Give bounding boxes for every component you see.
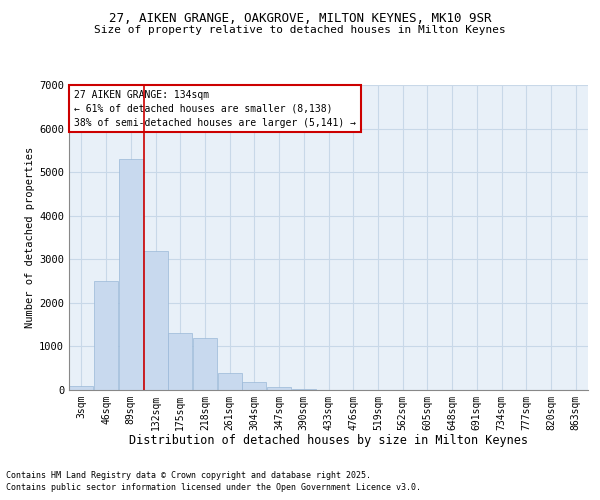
Text: 27 AIKEN GRANGE: 134sqm
← 61% of detached houses are smaller (8,138)
38% of semi: 27 AIKEN GRANGE: 134sqm ← 61% of detache…: [74, 90, 356, 128]
Bar: [69, 386, 94, 390]
Text: Size of property relative to detached houses in Milton Keynes: Size of property relative to detached ho…: [94, 25, 506, 35]
Bar: [143, 250, 167, 390]
Bar: [119, 159, 143, 390]
Bar: [267, 387, 291, 390]
Text: 27, AIKEN GRANGE, OAKGROVE, MILTON KEYNES, MK10 9SR: 27, AIKEN GRANGE, OAKGROVE, MILTON KEYNE…: [109, 12, 491, 26]
Bar: [193, 338, 217, 390]
Bar: [94, 281, 118, 390]
Bar: [242, 382, 266, 390]
Bar: [292, 389, 316, 390]
Text: Contains public sector information licensed under the Open Government Licence v3: Contains public sector information licen…: [6, 484, 421, 492]
Bar: [218, 374, 242, 390]
Bar: [168, 334, 192, 390]
X-axis label: Distribution of detached houses by size in Milton Keynes: Distribution of detached houses by size …: [129, 434, 528, 448]
Y-axis label: Number of detached properties: Number of detached properties: [25, 147, 35, 328]
Text: Contains HM Land Registry data © Crown copyright and database right 2025.: Contains HM Land Registry data © Crown c…: [6, 471, 371, 480]
